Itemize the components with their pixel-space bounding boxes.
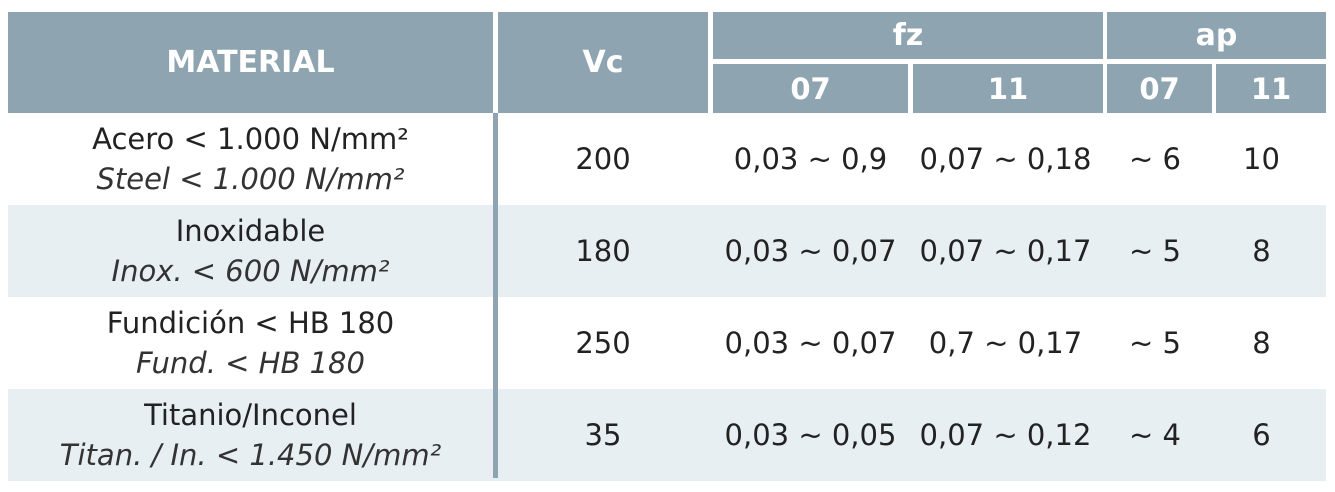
ap-07-cell: ~ 4 [1129,418,1181,452]
vc-cell: 35 [584,418,622,452]
header-vc: Vc [498,12,708,113]
material-cell: Inoxidable Inox. < 600 N/mm² [8,205,493,297]
table-row: Fundición < HB 180 Fund. < HB 180 250 0,… [8,297,1326,389]
fz-07-cell: 0,03 ~ 0,07 [724,234,897,268]
header-fz: fz [713,12,1103,59]
vc-cell: 200 [575,142,631,176]
fz-07-cell: 0,03 ~ 0,9 [733,142,888,176]
table-row: Acero < 1.000 N/mm² Steel < 1.000 N/mm² … [8,113,1326,205]
fz-07-cell: 0,03 ~ 0,07 [724,326,897,360]
fz-11-cell: 0,07 ~ 0,18 [919,142,1092,176]
material-name-es: Fundición < HB 180 [106,306,395,340]
table-header: MATERIAL Vc fz ap 07 11 07 11 [8,12,1326,113]
table-body: Acero < 1.000 N/mm² Steel < 1.000 N/mm² … [8,113,1326,481]
material-name-en: Steel < 1.000 N/mm² [96,162,405,196]
header-fz-07: 07 [713,64,908,113]
material-name-es: Inoxidable [175,214,326,248]
material-cell: Fundición < HB 180 Fund. < HB 180 [8,297,493,389]
header-fz-11: 11 [913,64,1103,113]
table-row: Titanio/Inconel Titan. / In. < 1.450 N/m… [8,389,1326,481]
ap-07-cell: ~ 5 [1129,234,1181,268]
material-name-en: Inox. < 600 N/mm² [111,254,390,288]
vc-cell: 180 [575,234,631,268]
ap-07-cell: ~ 5 [1129,326,1181,360]
material-cell: Titanio/Inconel Titan. / In. < 1.450 N/m… [8,389,493,481]
material-name-en: Fund. < HB 180 [136,346,365,380]
ap-11-cell: 8 [1252,234,1271,268]
material-name-es: Acero < 1.000 N/mm² [92,122,409,156]
material-name-en: Titan. / In. < 1.450 N/mm² [59,438,442,472]
ap-07-cell: ~ 6 [1129,142,1181,176]
fz-11-cell: 0,7 ~ 0,17 [928,326,1083,360]
fz-11-cell: 0,07 ~ 0,12 [919,418,1092,452]
ap-11-cell: 10 [1243,142,1280,176]
ap-11-cell: 8 [1252,326,1271,360]
cutting-parameters-table: MATERIAL Vc fz ap 07 11 07 11 Acero < 1.… [8,12,1326,481]
vc-cell: 250 [575,326,631,360]
fz-07-cell: 0,03 ~ 0,05 [724,418,897,452]
header-ap-07: 07 [1107,64,1212,113]
material-name-es: Titanio/Inconel [144,398,357,432]
header-material: MATERIAL [8,12,493,113]
material-column-divider [493,113,498,478]
material-cell: Acero < 1.000 N/mm² Steel < 1.000 N/mm² [8,113,493,205]
table-row: Inoxidable Inox. < 600 N/mm² 180 0,03 ~ … [8,205,1326,297]
fz-11-cell: 0,07 ~ 0,17 [919,234,1092,268]
header-ap-11: 11 [1216,64,1326,113]
ap-11-cell: 6 [1252,418,1271,452]
header-ap: ap [1107,12,1326,59]
